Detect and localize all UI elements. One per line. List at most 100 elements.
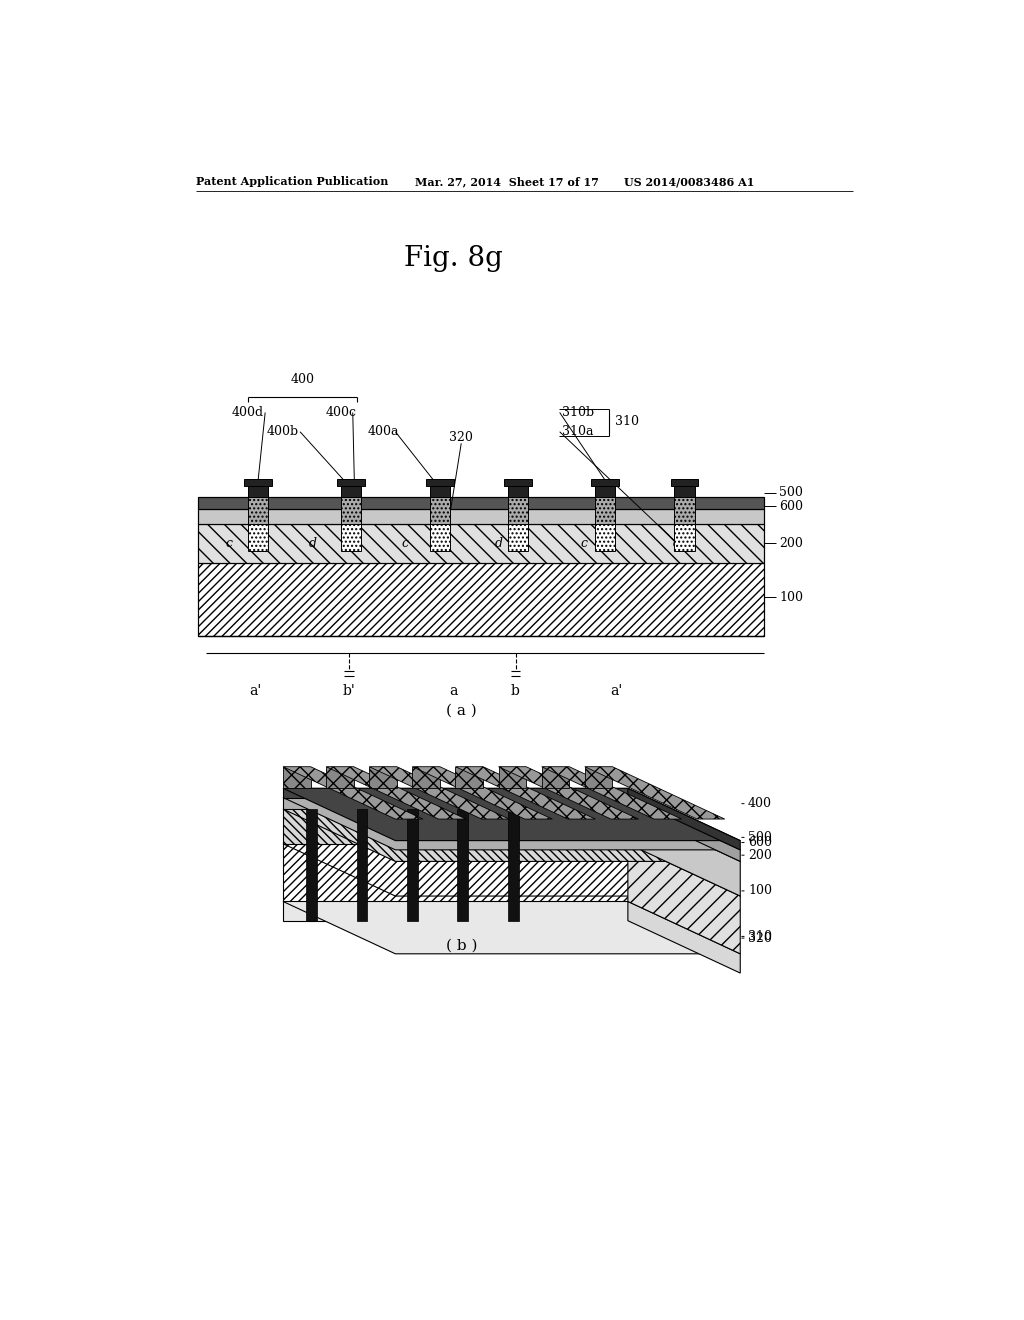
Text: 600: 600 [779, 500, 803, 513]
Bar [341, 487, 361, 498]
Polygon shape [356, 809, 368, 921]
Bar [426, 479, 455, 487]
Bar [595, 487, 614, 498]
Polygon shape [326, 767, 353, 788]
Bar [508, 487, 528, 498]
Polygon shape [407, 809, 418, 921]
Bar [430, 487, 451, 498]
Bar [248, 487, 268, 498]
Polygon shape [283, 902, 740, 954]
Text: 310: 310 [614, 416, 639, 428]
Text: 400a: 400a [368, 425, 399, 438]
Text: 500: 500 [779, 486, 803, 499]
Polygon shape [283, 902, 628, 921]
Bar [675, 524, 694, 552]
Bar [430, 498, 451, 524]
Text: 200: 200 [748, 849, 772, 862]
Bar [591, 479, 618, 487]
Polygon shape [508, 809, 518, 921]
Text: 600: 600 [748, 836, 772, 849]
Bar [198, 524, 764, 562]
Polygon shape [628, 843, 740, 954]
Polygon shape [283, 843, 628, 902]
Polygon shape [283, 788, 628, 797]
Polygon shape [585, 767, 612, 788]
Text: a': a' [250, 684, 262, 698]
Text: 400c: 400c [326, 407, 356, 418]
Bar [198, 508, 764, 524]
Polygon shape [283, 797, 628, 809]
Polygon shape [283, 767, 423, 818]
Bar [675, 498, 694, 524]
Bar [245, 479, 272, 487]
Text: 200: 200 [779, 537, 803, 550]
Polygon shape [283, 767, 310, 788]
Bar [508, 498, 528, 524]
Bar [341, 524, 361, 552]
Text: 100: 100 [748, 884, 772, 898]
Bar [198, 562, 764, 636]
Bar [595, 524, 614, 552]
Text: a': a' [610, 684, 623, 698]
Text: 400d: 400d [232, 407, 264, 418]
Text: 400b: 400b [267, 425, 299, 438]
Polygon shape [283, 809, 628, 843]
Polygon shape [456, 767, 483, 788]
Bar [337, 479, 366, 487]
Bar [341, 498, 361, 524]
Text: 320: 320 [450, 430, 473, 444]
Text: 320: 320 [748, 932, 772, 945]
Polygon shape [499, 767, 526, 788]
Polygon shape [413, 767, 552, 818]
Polygon shape [326, 767, 466, 818]
Polygon shape [413, 767, 440, 788]
Polygon shape [628, 809, 740, 896]
Polygon shape [306, 809, 317, 921]
Text: Mar. 27, 2014  Sheet 17 of 17: Mar. 27, 2014 Sheet 17 of 17 [415, 176, 599, 187]
Polygon shape [628, 788, 740, 850]
Polygon shape [628, 902, 740, 973]
Text: 310a: 310a [562, 425, 594, 438]
Bar [198, 498, 764, 508]
Text: 500: 500 [748, 830, 772, 843]
Text: 310: 310 [748, 929, 772, 942]
Polygon shape [585, 767, 725, 818]
Bar [671, 479, 698, 487]
Polygon shape [499, 767, 639, 818]
Bar [675, 487, 694, 498]
Text: d: d [495, 537, 503, 550]
Text: 100: 100 [779, 591, 803, 603]
Text: 400: 400 [291, 372, 314, 385]
Text: d: d [308, 537, 316, 550]
Bar [508, 524, 528, 552]
Bar [430, 524, 451, 552]
Text: ( b ): ( b ) [445, 939, 477, 952]
Polygon shape [283, 788, 740, 841]
Polygon shape [370, 767, 509, 818]
Text: c: c [225, 537, 232, 550]
Text: US 2014/0083486 A1: US 2014/0083486 A1 [624, 176, 755, 187]
Bar [504, 479, 531, 487]
Polygon shape [456, 767, 595, 818]
Text: ( a ): ( a ) [445, 704, 476, 718]
Text: b': b' [342, 684, 355, 698]
Bar [595, 498, 614, 524]
Polygon shape [628, 797, 740, 862]
Text: b: b [511, 684, 520, 698]
Text: c: c [581, 537, 587, 550]
Polygon shape [283, 809, 740, 862]
Polygon shape [283, 797, 740, 850]
Bar [248, 498, 268, 524]
Text: a: a [450, 684, 458, 698]
Polygon shape [542, 767, 682, 818]
Polygon shape [458, 809, 468, 921]
Polygon shape [542, 767, 569, 788]
Text: 310b: 310b [562, 407, 594, 418]
Text: 400: 400 [748, 797, 772, 810]
Text: d: d [673, 537, 681, 550]
Text: Fig. 8g: Fig. 8g [404, 246, 503, 272]
Bar [248, 524, 268, 552]
Text: c: c [402, 537, 409, 550]
Polygon shape [283, 843, 740, 896]
Text: Patent Application Publication: Patent Application Publication [197, 176, 388, 187]
